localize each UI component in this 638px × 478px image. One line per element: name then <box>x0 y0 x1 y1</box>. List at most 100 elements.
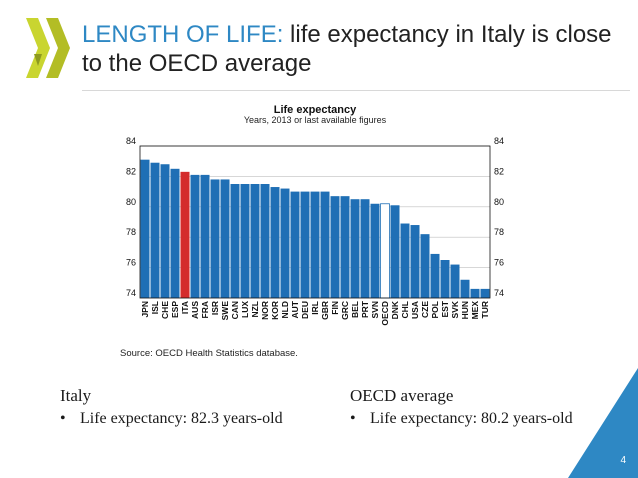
oecd-heading: OECD average <box>350 386 454 405</box>
title-lead: LENGTH OF LIFE: <box>82 21 284 48</box>
chart-source: Source: OECD Health Statistics database. <box>120 348 298 359</box>
oecd-chevrons-icon <box>26 18 70 78</box>
bar-tur <box>480 288 490 298</box>
bar-isr <box>210 179 220 298</box>
x-tick-label: IRL <box>310 301 320 315</box>
y-tick-label-right: 82 <box>494 166 504 176</box>
x-tick-label: SWE <box>220 301 230 321</box>
bar-nzl <box>250 184 260 298</box>
y-tick-label-right: 78 <box>494 227 504 237</box>
bar-mex <box>470 288 480 298</box>
bar-grc <box>340 196 350 298</box>
x-tick-label: GBR <box>320 301 330 320</box>
y-tick-label-left: 76 <box>126 258 136 268</box>
bar-svk <box>450 264 460 298</box>
y-tick-label-left: 84 <box>126 136 136 146</box>
x-tick-label: DEU <box>300 301 310 319</box>
bar-gbr <box>320 191 330 298</box>
bar-irl <box>310 191 320 298</box>
bar-cze <box>420 234 430 298</box>
bar-aut <box>290 191 300 298</box>
bar-ita <box>180 171 190 298</box>
x-tick-label: AUT <box>290 300 300 318</box>
x-tick-label: NZL <box>250 301 260 318</box>
x-tick-label: FRA <box>200 301 210 318</box>
x-tick-label: TUR <box>480 301 490 318</box>
x-tick-label: ISR <box>210 301 220 315</box>
oecd-bullet-text: Life expectancy: 80.2 years-old <box>370 410 573 427</box>
bar-bel <box>350 199 360 298</box>
bar-pol <box>430 253 440 298</box>
y-tick-label-right: 74 <box>494 288 504 298</box>
bar-kor <box>270 187 280 298</box>
x-tick-label: GRC <box>340 301 350 320</box>
x-tick-label: ITA <box>180 301 190 314</box>
x-tick-label: JPN <box>140 301 150 318</box>
y-tick-label-right: 84 <box>494 136 504 146</box>
bar-nld <box>280 188 290 298</box>
x-tick-label: NLD <box>280 301 290 318</box>
x-tick-label: KOR <box>270 301 280 320</box>
chart-title: Life expectancy <box>274 104 357 116</box>
bar-prt <box>360 199 370 298</box>
bar-oecd <box>380 203 390 299</box>
y-tick-label-right: 76 <box>494 258 504 268</box>
x-tick-label: HUN <box>460 301 470 319</box>
x-tick-label: SVK <box>450 300 460 318</box>
x-tick-label: CZE <box>420 301 430 318</box>
bar-isl <box>150 162 160 298</box>
x-tick-label: USA <box>410 301 420 319</box>
x-tick-label: ESP <box>170 301 180 318</box>
x-tick-label: BEL <box>350 301 360 318</box>
bar-fra <box>200 174 210 298</box>
plot-frame <box>139 145 491 299</box>
x-tick-label: MEX <box>470 301 480 320</box>
bar-che <box>160 164 170 298</box>
y-tick-label-left: 78 <box>126 227 136 237</box>
slide-title: LENGTH OF LIFE: life expectancy in Italy… <box>82 20 622 78</box>
bar-svn <box>370 203 380 298</box>
bar-est <box>440 260 450 298</box>
bar-hun <box>460 279 470 298</box>
bar-chl <box>400 223 410 298</box>
title-rest: life expectancy in Italy is close to the… <box>82 21 612 77</box>
bar-swe <box>220 179 230 298</box>
x-tick-label: CHE <box>160 301 170 319</box>
x-tick-label: SVN <box>370 301 380 318</box>
x-tick-label: FIN <box>330 301 340 315</box>
bar-fin <box>330 196 340 298</box>
y-tick-label-left: 74 <box>126 288 136 298</box>
bullet-dot: • <box>60 410 66 427</box>
bar-lux <box>240 184 250 298</box>
x-tick-label: EST <box>440 300 450 317</box>
y-tick-label-left: 82 <box>126 166 136 176</box>
y-tick-label-right: 80 <box>494 197 504 207</box>
bullet-dot: • <box>350 410 356 427</box>
bar-dnk <box>390 205 400 298</box>
bar-esp <box>170 168 180 298</box>
x-tick-label: POL <box>430 301 440 318</box>
bar-can <box>230 184 240 298</box>
bar-aus <box>190 174 200 298</box>
title-divider <box>82 90 630 91</box>
x-tick-label: PRT <box>360 300 370 318</box>
y-tick-label-left: 80 <box>126 197 136 207</box>
bar-usa <box>410 225 420 298</box>
x-tick-label: OECD <box>380 301 390 326</box>
x-tick-label: AUS <box>190 301 200 319</box>
page-number: 4 <box>620 455 626 466</box>
bar-jpn <box>140 159 150 298</box>
bar-deu <box>300 191 310 298</box>
chart-subtitle: Years, 2013 or last available figures <box>244 115 387 125</box>
corner-triangle <box>568 368 638 478</box>
italy-bullet-text: Life expectancy: 82.3 years-old <box>80 410 283 427</box>
x-tick-label: ISL <box>150 301 160 314</box>
bar-nor <box>260 184 270 298</box>
x-tick-label: CHL <box>400 301 410 318</box>
x-tick-label: DNK <box>390 300 400 319</box>
italy-heading: Italy <box>60 386 92 405</box>
x-tick-label: LUX <box>240 301 250 318</box>
x-tick-label: CAN <box>230 301 240 319</box>
x-tick-label: NOR <box>260 301 270 320</box>
